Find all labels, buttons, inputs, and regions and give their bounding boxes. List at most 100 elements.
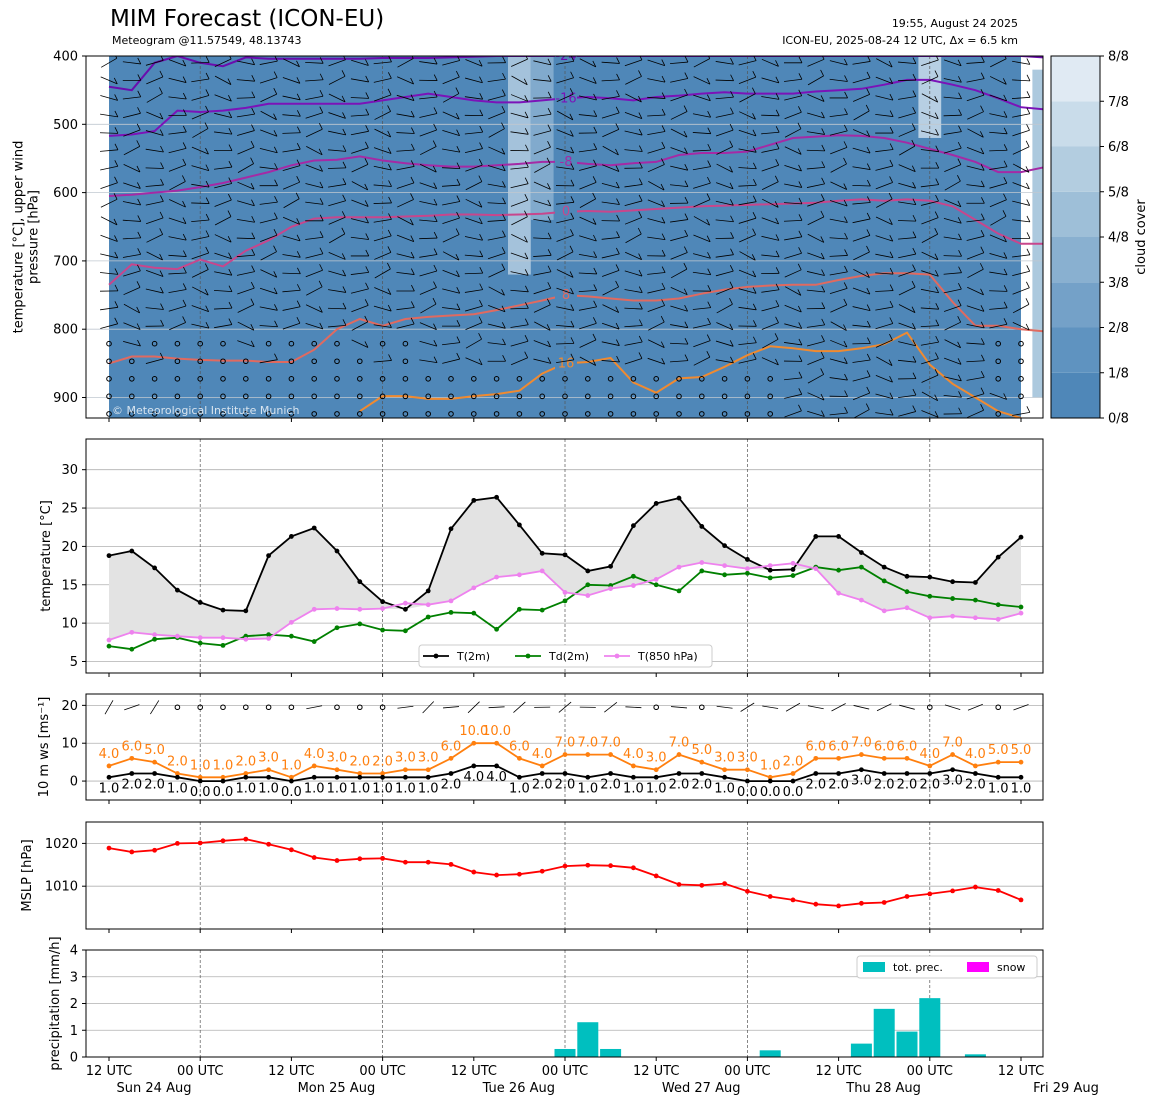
data-point-mslp — [197, 840, 203, 846]
data-point-t2m — [585, 568, 591, 574]
wind-barb-shaft — [168, 131, 187, 135]
wind-barb-shaft — [259, 201, 278, 205]
wind-barb-flag — [684, 354, 689, 361]
wind-barb-shaft — [966, 61, 985, 64]
wind-barb-shaft — [397, 216, 414, 226]
wind-barb-shaft — [989, 113, 1008, 118]
wind-barb-shaft — [328, 59, 346, 67]
calm-wind-circle — [334, 393, 340, 400]
data-point-gust — [243, 771, 249, 776]
x-day-label: Tue 26 Aug — [482, 1081, 555, 1096]
wind-barb-shaft — [624, 184, 643, 188]
wind-barb-shaft — [761, 305, 779, 312]
calm-wind-circle — [288, 393, 295, 400]
wind-barb-shaft — [373, 235, 392, 242]
wind-barb-shaft — [191, 202, 210, 204]
wind-barb-flag — [866, 320, 871, 328]
wind-barb-shaft — [624, 270, 643, 277]
y-tick-label: 0 — [70, 1051, 78, 1066]
colorbar-swatch — [1051, 237, 1100, 283]
wind-barb-flag — [410, 176, 415, 184]
wind-barb-flag — [638, 335, 643, 343]
wind-barb-shaft — [647, 272, 666, 275]
data-point-t2m — [859, 550, 864, 555]
wind-barb-shaft — [191, 236, 210, 241]
wind-barb-flag — [228, 111, 233, 118]
calm-wind-circle — [129, 375, 135, 382]
wind-barb-flag — [912, 247, 917, 255]
precip-bar — [577, 1022, 599, 1057]
wind-barb-flag — [775, 234, 780, 241]
wind-barb-shaft — [875, 165, 894, 171]
calm-wind-circle — [995, 358, 1002, 365]
calm-wind-circle — [243, 393, 249, 400]
wind-barb-flag — [798, 338, 803, 346]
wind-barb-shaft — [876, 198, 893, 208]
wind-barb-flag — [729, 166, 733, 173]
wind-barb-shaft — [579, 76, 597, 84]
wind-barb-shaft — [122, 96, 141, 100]
wind-barb-flag — [1003, 318, 1008, 325]
wind-speed-data-label: 1.0 — [327, 781, 348, 796]
wind-barb-flag — [980, 105, 984, 112]
isotherm-line — [359, 331, 1022, 418]
wind-barb-flag — [934, 394, 939, 401]
wind-speed-data-label: 1.0 — [304, 781, 325, 796]
wind-barb-shaft — [214, 234, 232, 243]
wind-barb-flag — [570, 163, 575, 170]
wind-barb-flag — [844, 265, 848, 273]
wind-barb-shaft — [146, 111, 164, 120]
wind-barb-flag — [570, 179, 575, 187]
wind-barb-flag — [752, 303, 757, 311]
wind-barb-shaft — [146, 251, 163, 261]
wind-barb-flag — [137, 264, 141, 272]
wind-barb-flag — [775, 250, 780, 258]
wind-barb-flag — [159, 70, 164, 78]
wind-barb-shaft — [419, 287, 437, 295]
wind-barb-shaft — [123, 182, 141, 189]
data-point-wind-speed — [311, 774, 317, 780]
wind-barb-shaft — [122, 61, 141, 65]
isotherm-line — [108, 272, 1043, 365]
wind-barb-shaft — [259, 218, 278, 224]
wind-barb-shaft — [465, 338, 482, 349]
wind-barb-shaft — [100, 323, 118, 329]
wind-barb-shaft — [282, 132, 301, 134]
wind-barb-flag — [502, 338, 506, 345]
calm-wind-circle — [699, 375, 705, 382]
wind-barb-shaft — [601, 112, 620, 119]
data-point-td2m — [289, 633, 294, 639]
wind-barb-flag — [638, 128, 643, 136]
wind-barb-flag — [958, 125, 962, 132]
wind-barb-shaft — [989, 271, 1008, 276]
wind-barb-flag — [228, 144, 233, 151]
mslp-ylabel: MSLP [hPa] — [20, 839, 35, 911]
wind-barb-shaft — [715, 340, 734, 347]
wind-barb-flag — [433, 264, 438, 272]
gust-data-label: 4.0 — [532, 747, 553, 762]
wind-barb-flag — [980, 321, 985, 329]
wind-barb-flag — [638, 352, 643, 359]
wind-barb-flag — [798, 73, 803, 80]
wind-barb-flag — [273, 271, 278, 278]
wind-barb-flag — [821, 285, 826, 293]
data-point-mslp — [448, 861, 454, 867]
data-point-wind-speed — [539, 771, 545, 776]
wind-barb-shaft — [556, 110, 574, 121]
colorbar-swatch — [1051, 191, 1100, 237]
wind-barb-shaft — [123, 287, 141, 296]
calm-wind-circle — [744, 411, 751, 417]
wind-barb-shaft — [647, 305, 665, 313]
wind-barb-shaft — [829, 288, 848, 295]
calm-wind-circle — [311, 340, 318, 347]
wind-barb-flag — [752, 70, 757, 78]
wind-barb-shaft — [989, 307, 1008, 310]
wind-barb-flag — [843, 357, 848, 364]
wind-barb-flag — [273, 146, 278, 153]
y-tick-label: 500 — [53, 118, 78, 133]
wind-barb-flag — [524, 210, 528, 217]
wind-barb-flag — [319, 73, 324, 80]
calm-wind-circle — [311, 358, 318, 365]
wind-barb-shaft — [373, 147, 392, 154]
wind-barb-flag — [251, 74, 256, 82]
